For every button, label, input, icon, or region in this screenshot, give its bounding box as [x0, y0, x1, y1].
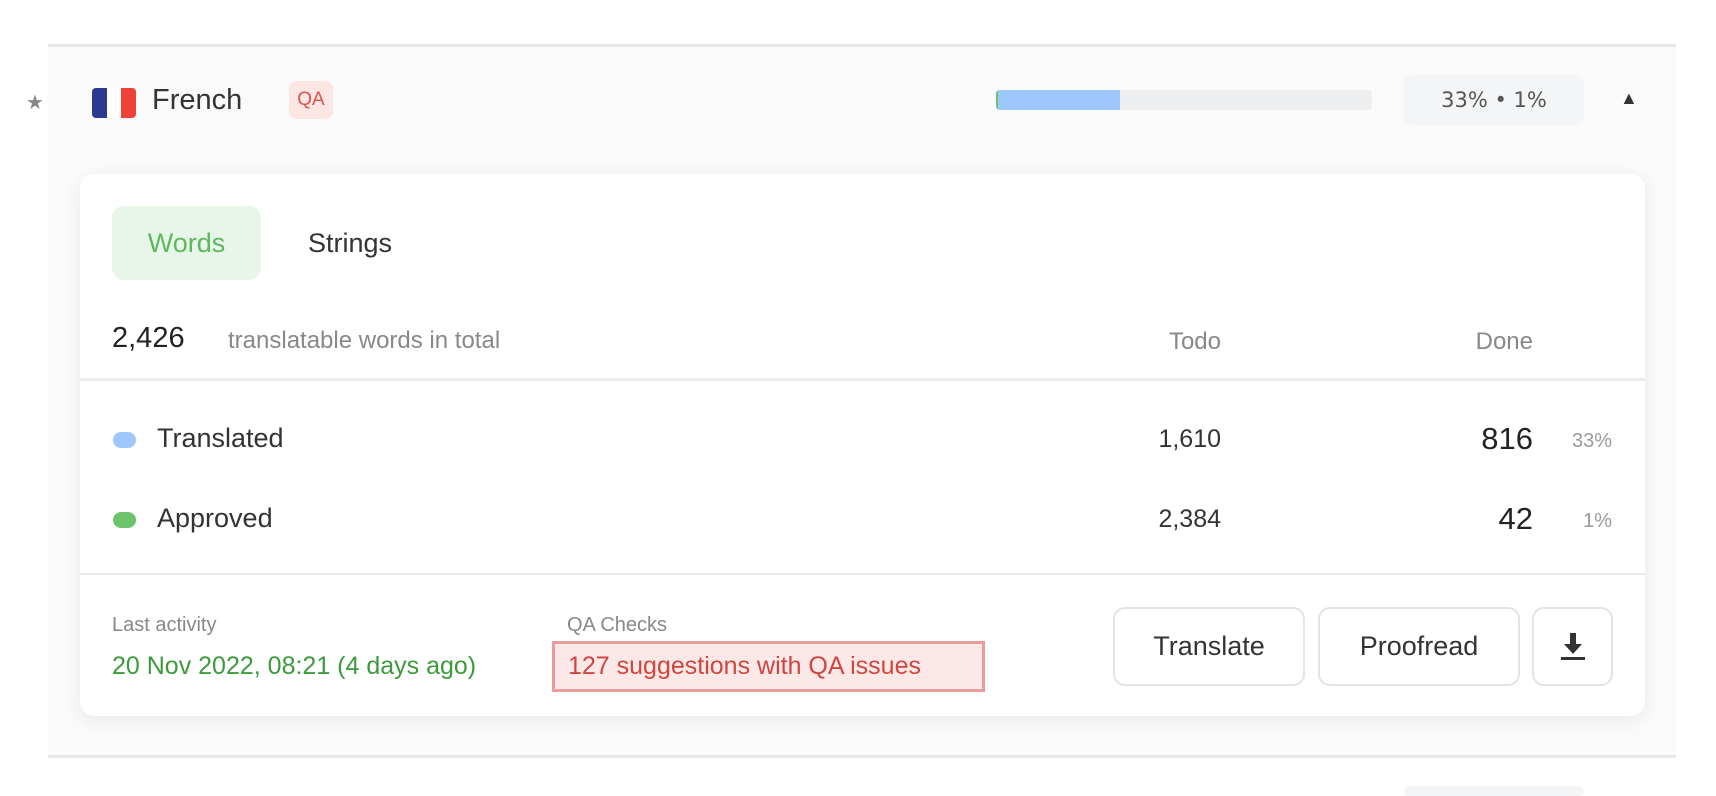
approved-percent: 1%	[1583, 510, 1612, 532]
proofread-button[interactable]: Proofread	[1318, 607, 1520, 686]
tab-strings[interactable]: Strings	[307, 227, 393, 258]
translated-todo: 1,610	[1158, 425, 1221, 453]
progress-bar	[996, 90, 1372, 110]
collapse-caret-icon[interactable]: ▲	[1620, 88, 1638, 108]
approved-dot-icon	[113, 512, 136, 528]
total-words-label: translatable words in total	[228, 327, 501, 354]
approved-todo: 2,384	[1158, 505, 1221, 533]
tab-words[interactable]: Words	[112, 206, 261, 280]
language-detail-card: Words Strings 2,426 translatable words i…	[80, 174, 1645, 716]
download-button[interactable]	[1532, 607, 1613, 686]
done-header: Done	[1475, 328, 1533, 355]
qa-issues-link[interactable]: 127 suggestions with QA issues	[552, 641, 985, 692]
translated-progress-fill	[996, 90, 1121, 110]
language-name[interactable]: French	[152, 84, 243, 116]
progress-percent-label: 33% • 1%	[1404, 75, 1584, 125]
french-flag-icon	[92, 88, 136, 118]
todo-header: Todo	[1168, 328, 1221, 355]
translated-label: Translated	[157, 423, 284, 453]
translate-button[interactable]: Translate	[1113, 607, 1305, 686]
divider	[80, 378, 1645, 381]
download-icon	[1560, 632, 1585, 660]
star-icon[interactable]: ★	[26, 92, 44, 114]
qa-badge: QA	[289, 81, 333, 119]
approved-progress-fill	[996, 90, 998, 110]
divider	[80, 573, 1645, 575]
total-words: 2,426	[112, 322, 185, 354]
next-row-percent-pill	[1404, 786, 1584, 796]
approved-label: Approved	[157, 503, 273, 533]
translated-done: 816	[1481, 421, 1533, 456]
last-activity-label: Last activity	[112, 614, 217, 636]
approved-done: 42	[1498, 501, 1533, 536]
qa-checks-label: QA Checks	[567, 614, 668, 636]
translated-dot-icon	[113, 432, 136, 448]
translated-percent: 33%	[1571, 430, 1612, 452]
last-activity-date: 20 Nov 2022, 08:21 (4 days ago)	[112, 652, 477, 680]
